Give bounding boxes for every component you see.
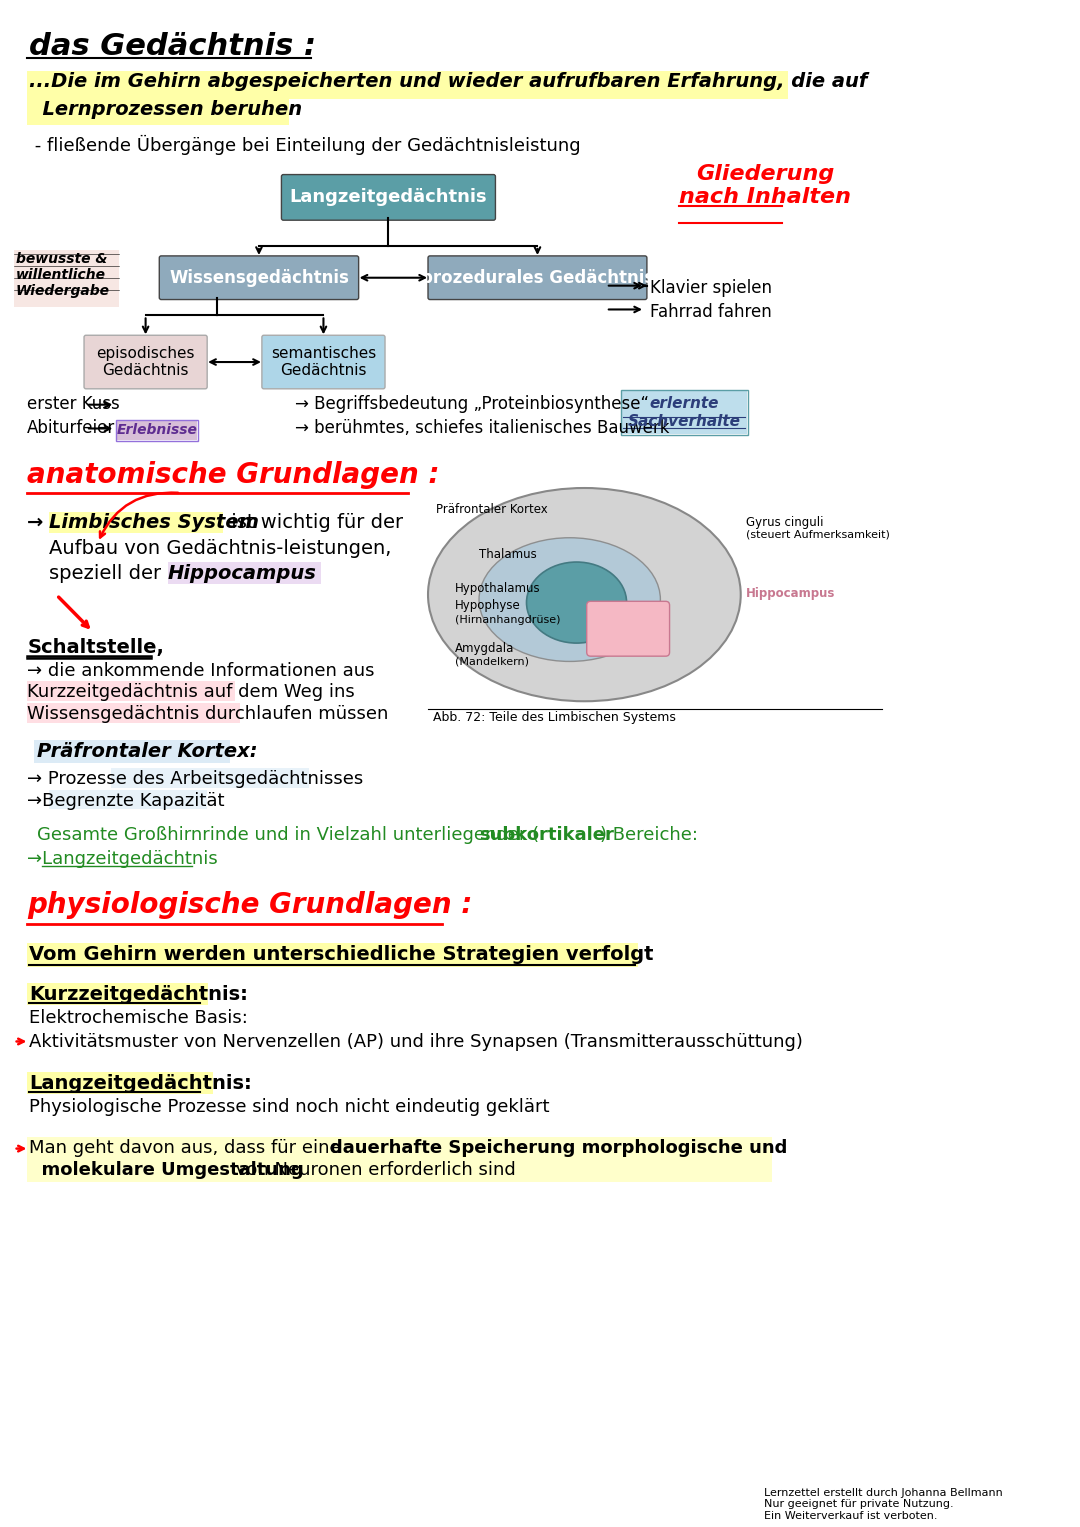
Ellipse shape [480,538,660,661]
Text: bewusste &
willentliche
Wiedergabe: bewusste & willentliche Wiedergabe [15,252,110,298]
Text: Präfrontaler Kortex: Präfrontaler Kortex [436,502,548,516]
Text: semantisches
Gedächtnis: semantisches Gedächtnis [271,345,376,379]
FancyBboxPatch shape [168,562,321,585]
Text: → die ankommende Informationen aus: → die ankommende Informationen aus [27,661,375,680]
Text: Gyrus cinguli: Gyrus cinguli [745,516,823,528]
Text: Hippocampus: Hippocampus [168,565,316,583]
Text: anatomische Grundlagen :: anatomische Grundlagen : [27,461,440,489]
Text: Limbisches System: Limbisches System [49,513,259,531]
Text: → Begriffsbedeutung „Proteinbiosynthese“: → Begriffsbedeutung „Proteinbiosynthese“ [295,395,649,412]
Text: → berühmtes, schiefes italienisches Bauwerk: → berühmtes, schiefes italienisches Bauw… [295,418,670,437]
Text: Amygdala: Amygdala [456,641,515,655]
Text: subkortikaler: subkortikaler [478,826,613,844]
FancyBboxPatch shape [49,512,222,533]
Text: Langzeitgedächtnis:: Langzeitgedächtnis: [29,1073,252,1093]
Text: Fahrrad fahren: Fahrrad fahren [650,302,771,321]
Text: Lernzettel erstellt durch Johanna Bellmann
Nur geeignet für private Nutzung.
Ein: Lernzettel erstellt durch Johanna Bellma… [765,1487,1003,1521]
Text: (Hirnanhangdrüse): (Hirnanhangdrüse) [456,615,561,625]
Text: speziell der: speziell der [49,565,167,583]
Text: Langzeitgedächtnis: Langzeitgedächtnis [289,188,487,206]
Text: Lernprozessen beruhen: Lernprozessen beruhen [29,101,302,119]
Text: dauerhafte Speicherung morphologische und: dauerhafte Speicherung morphologische un… [330,1139,787,1156]
Text: Kurzzeitgedächtnis:: Kurzzeitgedächtnis: [29,985,248,1003]
FancyBboxPatch shape [35,741,230,764]
Text: Vom Gehirn werden unterschiedliche Strategien verfolgt: Vom Gehirn werden unterschiedliche Strat… [29,945,653,964]
Text: Physiologische Prozesse sind noch nicht eindeutig geklärt: Physiologische Prozesse sind noch nicht … [29,1098,550,1116]
Text: episodisches
Gedächtnis: episodisches Gedächtnis [96,345,194,379]
Text: physiologische Grundlagen :: physiologische Grundlagen : [27,890,473,919]
Text: Schaltstelle,: Schaltstelle, [27,638,164,657]
Text: Erlebnisse: Erlebnisse [117,423,198,437]
Text: Abiturfeier: Abiturfeier [27,418,116,437]
FancyBboxPatch shape [586,602,670,657]
Text: Abb. 72: Teile des Limbischen Systems: Abb. 72: Teile des Limbischen Systems [433,712,676,724]
FancyBboxPatch shape [159,257,359,299]
Text: erster Kuss: erster Kuss [27,395,120,412]
Text: von Neuronen erforderlich sind: von Neuronen erforderlich sind [230,1162,515,1179]
FancyBboxPatch shape [27,681,234,701]
Text: das Gedächtnis :: das Gedächtnis : [29,32,316,61]
Text: Kurzzeitgedächtnis auf dem Weg ins: Kurzzeitgedächtnis auf dem Weg ins [27,684,355,701]
FancyBboxPatch shape [118,420,198,440]
Text: molekulare Umgestaltung: molekulare Umgestaltung [29,1162,303,1179]
Text: (steuert Aufmerksamkeit): (steuert Aufmerksamkeit) [745,530,890,539]
Text: Gliederung
nach Inhalten: Gliederung nach Inhalten [679,163,851,206]
Text: (Mandelkern): (Mandelkern) [456,657,529,667]
Text: Aufbau von Gedächtnis-leistungen,: Aufbau von Gedächtnis-leistungen, [49,539,391,557]
Ellipse shape [527,562,626,643]
FancyBboxPatch shape [27,1136,772,1182]
Text: Präfrontaler Kortex:: Präfrontaler Kortex: [37,742,258,760]
FancyBboxPatch shape [428,257,647,299]
Text: Man geht davon aus, dass für eine: Man geht davon aus, dass für eine [29,1139,347,1156]
Text: Thalamus: Thalamus [478,548,537,560]
Text: Hypothalamus: Hypothalamus [456,582,541,596]
Ellipse shape [428,489,741,701]
Text: Aktivitätsmuster von Nervenzellen (AP) und ihre Synapsen (Transmitterausschüttun: Aktivitätsmuster von Nervenzellen (AP) u… [29,1032,804,1051]
Text: Gesamte Großhirnrinde und in Vielzahl unterliegender (: Gesamte Großhirnrinde und in Vielzahl un… [37,826,539,844]
Text: ist wichtig für der: ist wichtig für der [225,513,403,531]
FancyBboxPatch shape [27,944,638,967]
FancyBboxPatch shape [27,704,241,724]
Text: Wissensgedächtnis durchlaufen müssen: Wissensgedächtnis durchlaufen müssen [27,705,389,724]
Text: Hypophyse: Hypophyse [456,599,522,612]
FancyBboxPatch shape [27,72,787,99]
FancyBboxPatch shape [27,983,208,1005]
Text: Hippocampus: Hippocampus [745,588,835,600]
Text: Klavier spielen: Klavier spielen [650,279,772,296]
FancyBboxPatch shape [49,789,207,809]
Text: → Prozesse des Arbeitsgedächtnisses: → Prozesse des Arbeitsgedächtnisses [27,770,364,788]
FancyBboxPatch shape [282,174,496,220]
FancyBboxPatch shape [111,768,309,788]
Text: erlernte
Sachverhalte: erlernte Sachverhalte [627,397,741,429]
Text: →: → [27,513,51,531]
Text: - fließende Übergänge bei Einteilung der Gedächtnisleistung: - fließende Übergänge bei Einteilung der… [29,134,581,154]
FancyBboxPatch shape [27,1072,213,1093]
Text: Wissensgedächtnis: Wissensgedächtnis [170,269,349,287]
FancyBboxPatch shape [261,336,384,389]
Text: ...Die im Gehirn abgespeicherten und wieder aufrufbaren Erfahrung, die auf: ...Die im Gehirn abgespeicherten und wie… [29,72,867,92]
FancyBboxPatch shape [84,336,207,389]
FancyBboxPatch shape [27,99,289,125]
Text: prozedurales Gedächtnis: prozedurales Gedächtnis [421,269,654,287]
Text: →Begrenzte Kapazität: →Begrenzte Kapazität [27,791,225,809]
Text: →Langzeitgedächtnis: →Langzeitgedächtnis [27,851,218,867]
FancyBboxPatch shape [621,391,746,435]
Text: ) Bereiche:: ) Bereiche: [600,826,698,844]
FancyBboxPatch shape [14,250,119,307]
Text: Elektrochemische Basis:: Elektrochemische Basis: [29,1009,248,1026]
